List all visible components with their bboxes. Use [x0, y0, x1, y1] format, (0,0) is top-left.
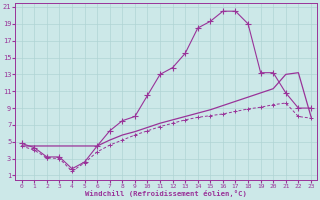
X-axis label: Windchill (Refroidissement éolien,°C): Windchill (Refroidissement éolien,°C) — [85, 190, 247, 197]
